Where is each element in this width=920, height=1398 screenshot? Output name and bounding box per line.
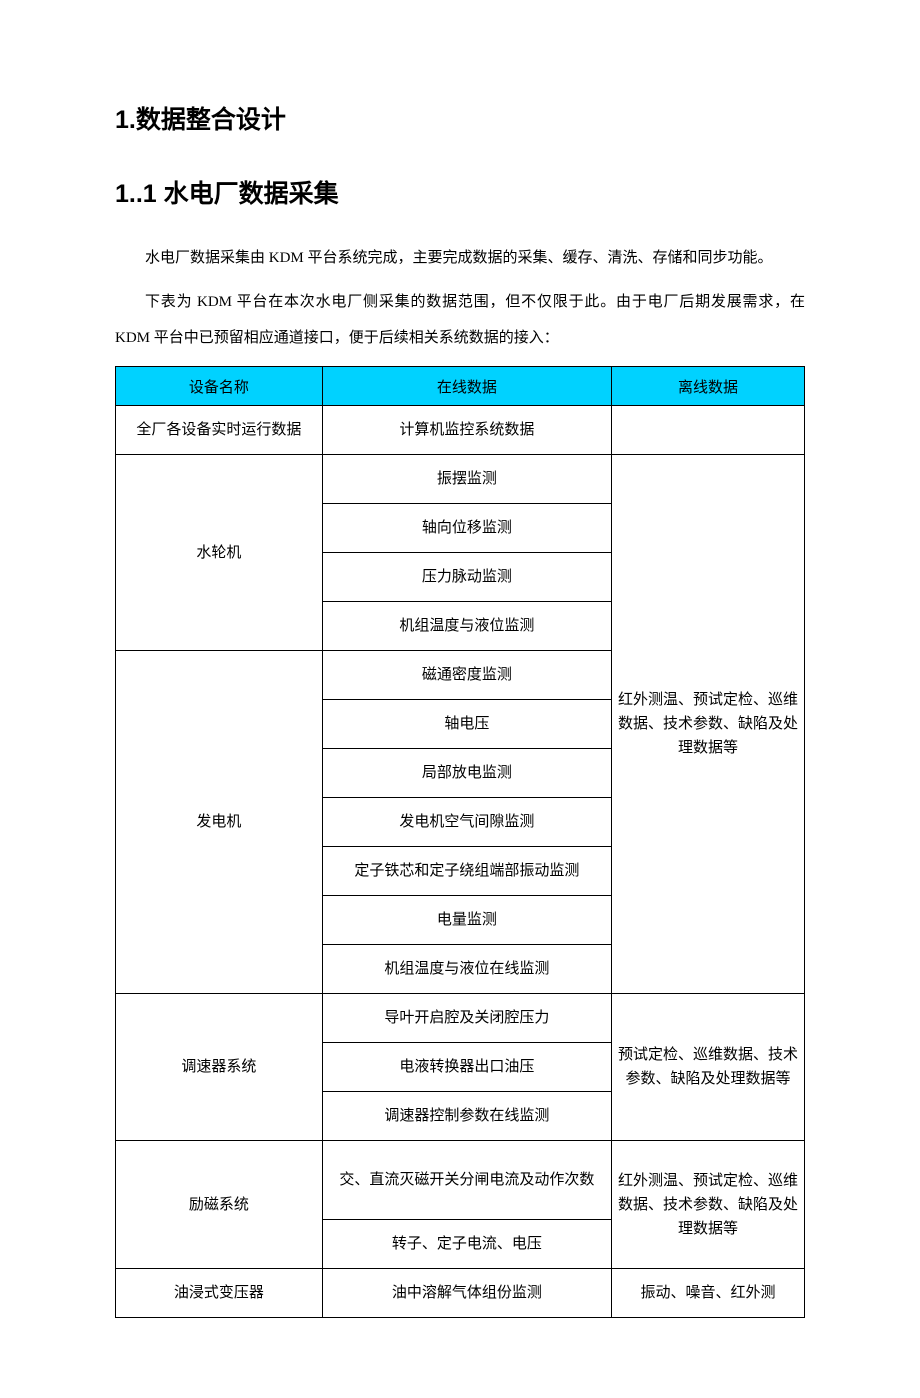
table-row: 调速器系统 导叶开启腔及关闭腔压力 预试定检、巡维数据、技术参数、缺陷及处理数据… xyxy=(116,994,805,1043)
document-page: 1.数据整合设计 1..1 水电厂数据采集 水电厂数据采集由 KDM 平台系统完… xyxy=(0,0,920,1398)
cell-device-turbine: 水轮机 xyxy=(116,455,323,651)
cell-online: 交、直流灭磁开关分闸电流及动作次数 xyxy=(322,1141,611,1220)
cell-online: 电液转换器出口油压 xyxy=(322,1043,611,1092)
table-row: 油浸式变压器 油中溶解气体组份监测 振动、噪音、红外测 xyxy=(116,1269,805,1318)
cell-offline xyxy=(612,406,805,455)
table-row: 励磁系统 交、直流灭磁开关分闸电流及动作次数 红外测温、预试定检、巡维数据、技术… xyxy=(116,1141,805,1220)
col-header-online: 在线数据 xyxy=(322,367,611,406)
cell-online: 轴向位移监测 xyxy=(322,504,611,553)
table-row: 水轮机 振摆监测 红外测温、预试定检、巡维数据、技术参数、缺陷及处理数据等 xyxy=(116,455,805,504)
cell-online: 油中溶解气体组份监测 xyxy=(322,1269,611,1318)
col-header-offline: 离线数据 xyxy=(612,367,805,406)
heading-1: 1.数据整合设计 xyxy=(115,100,805,136)
cell-online: 轴电压 xyxy=(322,700,611,749)
cell-online: 计算机监控系统数据 xyxy=(322,406,611,455)
cell-offline-transformer: 振动、噪音、红外测 xyxy=(612,1269,805,1318)
cell-online: 局部放电监测 xyxy=(322,749,611,798)
cell-online: 发电机空气间隙监测 xyxy=(322,798,611,847)
cell-device-generator: 发电机 xyxy=(116,651,323,994)
table-header-row: 设备名称 在线数据 离线数据 xyxy=(116,367,805,406)
cell-online: 振摆监测 xyxy=(322,455,611,504)
cell-device-transformer: 油浸式变压器 xyxy=(116,1269,323,1318)
paragraph-1: 水电厂数据采集由 KDM 平台系统完成，主要完成数据的采集、缓存、清洗、存储和同… xyxy=(115,240,805,276)
paragraph-2: 下表为 KDM 平台在本次水电厂侧采集的数据范围，但不仅限于此。由于电厂后期发展… xyxy=(115,284,805,356)
cell-device-excitation: 励磁系统 xyxy=(116,1141,323,1269)
table-row: 全厂各设备实时运行数据 计算机监控系统数据 xyxy=(116,406,805,455)
heading-2: 1..1 水电厂数据采集 xyxy=(115,174,805,210)
cell-online: 机组温度与液位监测 xyxy=(322,602,611,651)
cell-online: 定子铁芯和定子绕组端部振动监测 xyxy=(322,847,611,896)
cell-offline-shared: 红外测温、预试定检、巡维数据、技术参数、缺陷及处理数据等 xyxy=(612,455,805,994)
cell-offline-governor: 预试定检、巡维数据、技术参数、缺陷及处理数据等 xyxy=(612,994,805,1141)
cell-online: 磁通密度监测 xyxy=(322,651,611,700)
cell-online: 转子、定子电流、电压 xyxy=(322,1220,611,1269)
data-collection-table: 设备名称 在线数据 离线数据 全厂各设备实时运行数据 计算机监控系统数据 水轮机… xyxy=(115,366,805,1318)
cell-online: 导叶开启腔及关闭腔压力 xyxy=(322,994,611,1043)
cell-offline-excitation: 红外测温、预试定检、巡维数据、技术参数、缺陷及处理数据等 xyxy=(612,1141,805,1269)
cell-online: 机组温度与液位在线监测 xyxy=(322,945,611,994)
cell-device: 全厂各设备实时运行数据 xyxy=(116,406,323,455)
cell-online: 调速器控制参数在线监测 xyxy=(322,1092,611,1141)
cell-device-governor: 调速器系统 xyxy=(116,994,323,1141)
col-header-device: 设备名称 xyxy=(116,367,323,406)
cell-online: 压力脉动监测 xyxy=(322,553,611,602)
cell-online: 电量监测 xyxy=(322,896,611,945)
